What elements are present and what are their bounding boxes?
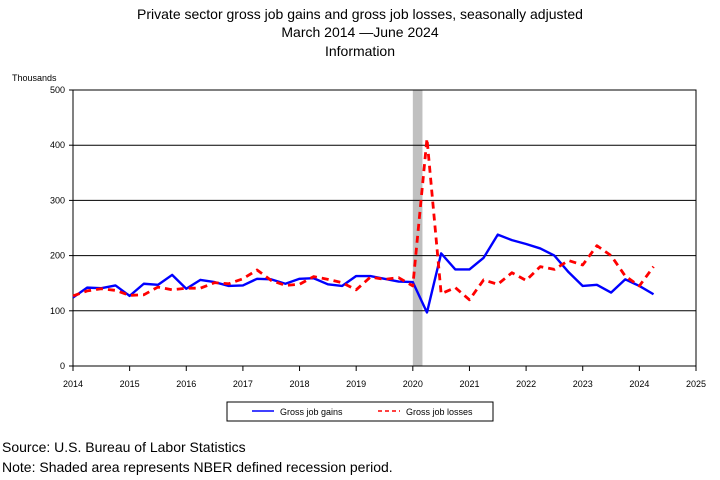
plot-area [72, 89, 697, 367]
x-tick-label: 2025 [686, 379, 706, 389]
x-axis-ticks: 2014 2015 2016 2017 2018 2019 2020 2021 2022 2023… [63, 366, 706, 389]
series-gross-job-losses [72, 137, 655, 302]
y-tick-label: 100 [50, 306, 65, 316]
y-tick-label: 300 [50, 195, 65, 205]
y-axis-ticks: 0 100 200 300 400 500 [50, 85, 73, 371]
x-tick-label: 2023 [573, 379, 593, 389]
x-tick-label: 2024 [629, 379, 649, 389]
recession-note: Note: Shaded area represents NBER define… [2, 459, 393, 475]
chart-subtitle: March 2014 —June 2024 [281, 24, 438, 40]
series-gross-job-gains [72, 233, 655, 314]
x-tick-label: 2017 [233, 379, 253, 389]
x-tick-label: 2021 [459, 379, 479, 389]
y-axis-label: Thousands [12, 73, 57, 83]
x-tick-label: 2015 [120, 379, 140, 389]
grid-layer [73, 89, 696, 367]
x-tick-label: 2019 [346, 379, 366, 389]
chart-title: Private sector gross job gains and gross… [137, 6, 583, 22]
x-tick-label: 2018 [290, 379, 310, 389]
source-note: Source: U.S. Bureau of Labor Statistics [2, 439, 246, 455]
chart-subtitle-information: Information [325, 43, 395, 59]
y-tick-label: 0 [60, 361, 65, 371]
y-tick-label: 400 [50, 140, 65, 150]
x-tick-label: 2020 [403, 379, 423, 389]
series-layer [72, 137, 655, 314]
legend-losses-label: Gross job losses [406, 407, 473, 417]
y-tick-label: 500 [50, 85, 65, 95]
x-tick-label: 2014 [63, 379, 83, 389]
x-tick-label: 2016 [176, 379, 196, 389]
x-tick-label: 2022 [516, 379, 536, 389]
legend-gains-label: Gross job gains [280, 407, 343, 417]
y-tick-label: 200 [50, 251, 65, 261]
legend: Gross job gains Gross job losses [226, 401, 494, 422]
legend-box [226, 401, 494, 422]
